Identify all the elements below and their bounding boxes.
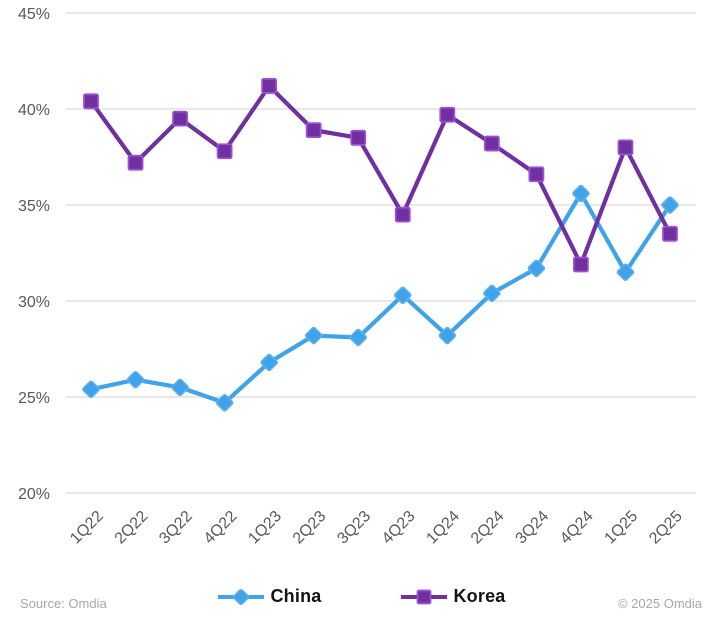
source-note: Source: Omdia [20,596,107,611]
y-axis-tick-label: 45% [18,6,50,23]
x-axis-tick-label: 2Q22 [112,508,152,548]
copyright: © 2025 Omdia [617,596,702,611]
x-axis-tick-label: 2Q25 [646,508,686,548]
legend-label-korea: Korea [453,586,506,606]
legend: China Korea [0,586,724,607]
x-axis-tick-label: 4Q22 [201,508,241,548]
y-axis-tick-label: 35% [18,198,50,215]
x-axis-tick-label: 3Q22 [156,508,196,548]
legend-label-china: China [270,586,322,606]
series-korea [83,78,678,273]
x-axis-tick-label: 1Q24 [423,508,463,548]
y-axis-tick-label: 30% [18,294,50,311]
y-axis-tick-label: 40% [18,102,50,119]
series-china [82,184,679,412]
line-chart: 45%40%35%30%25%20%1Q22 2Q22 3Q22 4Q22 1Q23 2Q… [18,6,696,548]
korea-legend-marker-icon [401,589,448,604]
x-axis-tick-label: 2Q23 [290,508,330,548]
x-axis-tick-label: 1Q23 [245,508,285,548]
chart-footer: Source: Omdia China Korea © 2025 Omdia [0,584,724,618]
y-axis-tick-label: 25% [18,390,50,407]
x-axis-tick-label: 2Q24 [468,508,508,548]
x-axis-tick-label: 1Q22 [67,508,107,548]
china-legend-marker-icon [218,588,265,605]
legend-item-korea: Korea [401,586,505,607]
x-axis-tick-label: 4Q24 [557,508,597,548]
x-axis-tick-label: 3Q23 [334,508,374,548]
y-axis-tick-label: 20% [18,486,50,503]
x-axis-tick-label: 3Q24 [513,508,553,548]
legend-item-china: China [218,586,321,607]
x-axis-tick-label: 1Q25 [602,508,642,548]
x-axis-tick-label: 4Q23 [379,508,419,548]
